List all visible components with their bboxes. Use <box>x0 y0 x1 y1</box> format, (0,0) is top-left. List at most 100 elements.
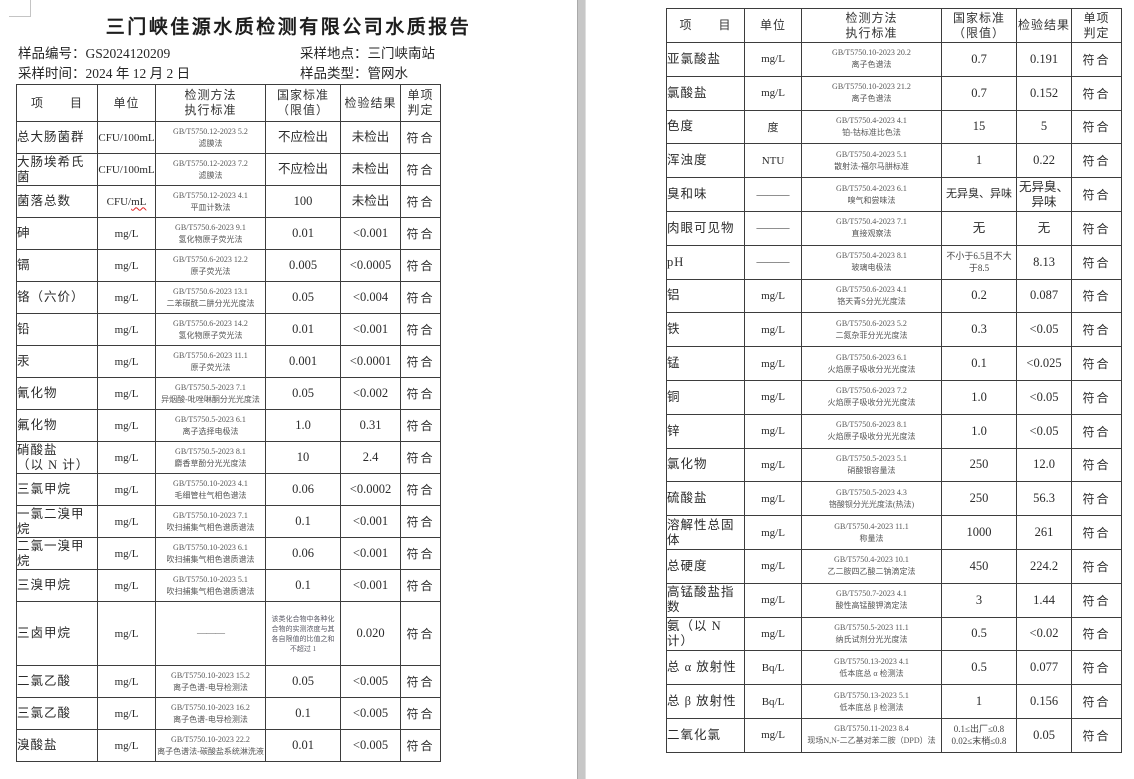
method-cell: GB/T5750.5-2023 11.1 纳氏试剂分光光度法 <box>801 616 942 652</box>
parameter-row: 二氯乙酸 mg/L GB/T5750.10-2023 15.2 离子色谱-电导检测法 0… <box>16 665 441 698</box>
parameter-row: 铅 mg/L GB/T5750.6-2023 14.2 氢化物原子荧光法 0.01 <0.… <box>16 313 441 346</box>
header-result: 检验结果 <box>340 84 401 122</box>
verdict-cell: 符合 <box>1071 177 1122 212</box>
verdict-cell: 符合 <box>400 345 441 378</box>
report-page-2: 项 目 单位 检测方法 执行标准 国家标准 （限值） 检验结果 单项 判定 亚氯酸盐 m… <box>586 0 1134 779</box>
unit-cell: mg/L <box>97 313 156 346</box>
unit-cell: mg/L <box>744 413 802 449</box>
parameter-row: 镉 mg/L GB/T5750.6-2023 12.2 原子荧光法 0.005 <0.00… <box>16 249 441 282</box>
unit-cell: CFU/mL <box>97 185 156 218</box>
verdict-cell: 符合 <box>1071 244 1122 280</box>
result-cell: 8.13 <box>1016 244 1072 280</box>
result-cell: <0.002 <box>340 377 401 410</box>
verdict-cell: 符合 <box>400 313 441 346</box>
parameter-row: 浑浊度 NTU GB/T5750.4-2023 5.1 散射法-福尔马肼标准 1 0.22… <box>666 143 1122 179</box>
result-cell: 无 <box>1016 210 1072 246</box>
method-cell: GB/T5750.10-2023 21.2 离子色谱法 <box>801 75 942 111</box>
result-cell: 0.191 <box>1016 42 1072 77</box>
result-cell: 1.44 <box>1016 582 1072 618</box>
unit-cell: mg/L <box>97 601 156 666</box>
limit-cell: 1.0 <box>941 379 1017 415</box>
parameter-row: 一氯二溴甲烷 mg/L GB/T5750.10-2023 7.1 吹扫捕集气相色谱质谱… <box>16 505 441 538</box>
sample-no-label: 样品编号： <box>18 46 86 61</box>
report-page-1: 三门峡佳源水质检测有限公司水质报告 样品编号：GS2024120209 采样地点… <box>16 17 558 762</box>
limit-cell: 1 <box>941 684 1017 719</box>
parameter-row: 三氯甲烷 mg/L GB/T5750.10-2023 4.1 毛细管柱气相色谱法 0.0… <box>16 473 441 506</box>
unit-cell: Bq/L <box>744 684 802 719</box>
verdict-cell: 符合 <box>400 665 441 698</box>
verdict-cell: 符合 <box>400 601 441 666</box>
method-cell: GB/T5750.5-2023 8.1 麝香草酚分光光度法 <box>155 441 266 474</box>
limit-cell: 100 <box>265 185 341 218</box>
limit-cell: 1000 <box>941 515 1017 550</box>
unit-cell: mg/L <box>744 42 802 77</box>
verdict-cell: 符合 <box>1071 684 1122 719</box>
unit-cell: CFU/100mL <box>97 153 156 186</box>
sample-no-value: GS2024120209 <box>85 46 171 61</box>
method-cell: GB/T5750.6-2023 14.2 氢化物原子荧光法 <box>155 313 266 346</box>
unit-cell: mg/L <box>744 75 802 111</box>
item-cell: 一氯二溴甲烷 <box>16 505 98 538</box>
parameter-row: 氰化物 mg/L GB/T5750.5-2023 7.1 异烟酸-吡唑啉酮分光光度法 0… <box>16 377 441 410</box>
unit-cell: mg/L <box>97 249 156 282</box>
verdict-cell: 符合 <box>1071 413 1122 449</box>
method-cell: GB/T5750.6-2023 13.1 二苯碳酰二肼分光光度法 <box>155 281 266 314</box>
limit-cell: 不应检出 <box>265 121 341 154</box>
verdict-cell: 符合 <box>1071 143 1122 179</box>
method-cell: GB/T5750.10-2023 7.1 吹扫捕集气相色谱质谱法 <box>155 505 266 538</box>
header-result: 检验结果 <box>1016 8 1072 43</box>
result-cell: <0.005 <box>340 729 401 762</box>
unit-cell: mg/L <box>97 537 156 570</box>
item-cell: 溶解性总固体 <box>666 515 745 550</box>
result-cell: <0.02 <box>1016 616 1072 652</box>
verdict-cell: 符合 <box>400 505 441 538</box>
verdict-cell: 符合 <box>1071 42 1122 77</box>
result-cell: <0.001 <box>340 569 401 602</box>
parameter-row: 三溴甲烷 mg/L GB/T5750.10-2023 5.1 吹扫捕集气相色谱质谱法 0… <box>16 569 441 602</box>
result-cell: 未检出 <box>340 153 401 186</box>
item-cell: 硫酸盐 <box>666 481 745 517</box>
table-header-row: 项 目 单位 检测方法 执行标准 国家标准 （限值） 检验结果 单项 判定 <box>666 8 1122 43</box>
verdict-cell: 符合 <box>400 121 441 154</box>
method-cell: GB/T5750.12-2023 5.2 滤膜法 <box>155 121 266 154</box>
parameter-row: 溴酸盐 mg/L GB/T5750.10-2023 22.2 离子色谱法-碳酸盐系统淋… <box>16 729 441 762</box>
result-cell: <0.001 <box>340 217 401 250</box>
limit-cell: 3 <box>941 582 1017 618</box>
limit-cell: 0.3 <box>941 312 1017 348</box>
method-cell: ——— <box>155 601 266 666</box>
limit-cell: 0.2 <box>941 278 1017 314</box>
sample-info: 样品编号：GS2024120209 采样地点：三门峡南站 采样时间：2024 年… <box>18 44 558 84</box>
item-cell: 氯酸盐 <box>666 75 745 111</box>
unit-cell: mg/L <box>744 346 802 381</box>
limit-cell: 0.1 <box>265 569 341 602</box>
method-cell: GB/T5750.4-2023 4.1 铂-钴标准比色法 <box>801 109 942 145</box>
parameter-row: 总硬度 mg/L GB/T5750.4-2023 10.1 乙二胺四乙酸二钠滴定法 45… <box>666 548 1122 584</box>
unit-cell: mg/L <box>744 447 802 483</box>
result-cell: <0.05 <box>1016 379 1072 415</box>
result-cell: 0.156 <box>1016 684 1072 719</box>
method-cell: GB/T5750.4-2023 6.1 嗅气和尝味法 <box>801 177 942 212</box>
header-unit: 单位 <box>744 8 802 43</box>
method-cell: GB/T5750.5-2023 4.3 铬酸钡分光光度法(热法) <box>801 481 942 517</box>
parameter-row: 二氧化氯 mg/L GB/T5750.11-2023 8.4 现场N,N-二乙基对苯二… <box>666 717 1122 753</box>
limit-cell: 0.05 <box>265 377 341 410</box>
header-limit: 国家标准 （限值） <box>941 8 1017 43</box>
verdict-cell: 符合 <box>400 249 441 282</box>
result-cell: <0.05 <box>1016 312 1072 348</box>
parameter-row: 铜 mg/L GB/T5750.6-2023 7.2 火焰原子吸收分光光度法 1.0 <0… <box>666 379 1122 415</box>
unit-cell: NTU <box>744 143 802 179</box>
method-cell: GB/T5750.10-2023 15.2 离子色谱-电导检测法 <box>155 665 266 698</box>
item-cell: 二氧化氯 <box>666 717 745 753</box>
item-cell: 三溴甲烷 <box>16 569 98 602</box>
item-cell: 菌落总数 <box>16 185 98 218</box>
item-cell: 亚氯酸盐 <box>666 42 745 77</box>
result-cell: 0.020 <box>340 601 401 666</box>
unit-cell: mg/L <box>97 377 156 410</box>
method-cell: GB/T5750.11-2023 8.4 现场N,N-二乙基对苯二胺（DPD）法 <box>801 717 942 753</box>
verdict-cell: 符合 <box>1071 278 1122 314</box>
table-header-row: 项 目 单位 检测方法 执行标准 国家标准 （限值） 检验结果 单项 判定 <box>16 84 441 122</box>
result-cell: 0.152 <box>1016 75 1072 111</box>
header-method: 检测方法 执行标准 <box>801 8 942 43</box>
item-cell: 三氯甲烷 <box>16 473 98 506</box>
